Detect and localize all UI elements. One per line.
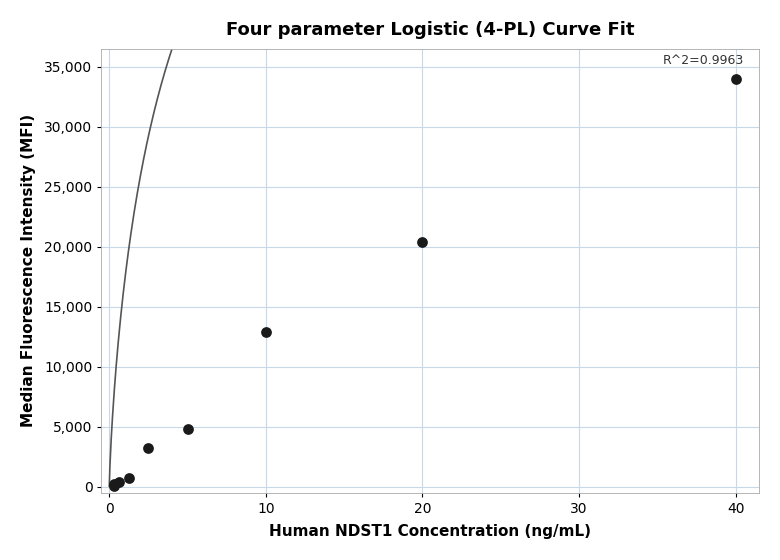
Point xyxy=(260,328,272,337)
Point xyxy=(122,474,135,483)
Title: Four parameter Logistic (4-PL) Curve Fit: Four parameter Logistic (4-PL) Curve Fit xyxy=(226,21,635,39)
Point xyxy=(181,424,193,433)
Point xyxy=(108,480,120,489)
Point xyxy=(729,74,742,83)
Point xyxy=(113,478,126,487)
Point xyxy=(417,237,429,246)
X-axis label: Human NDST1 Concentration (ng/mL): Human NDST1 Concentration (ng/mL) xyxy=(269,524,591,539)
Point xyxy=(108,482,120,491)
Point xyxy=(142,444,154,453)
Y-axis label: Median Fluorescence Intensity (MFI): Median Fluorescence Intensity (MFI) xyxy=(21,114,36,427)
Text: R^2=0.9963: R^2=0.9963 xyxy=(662,54,743,67)
